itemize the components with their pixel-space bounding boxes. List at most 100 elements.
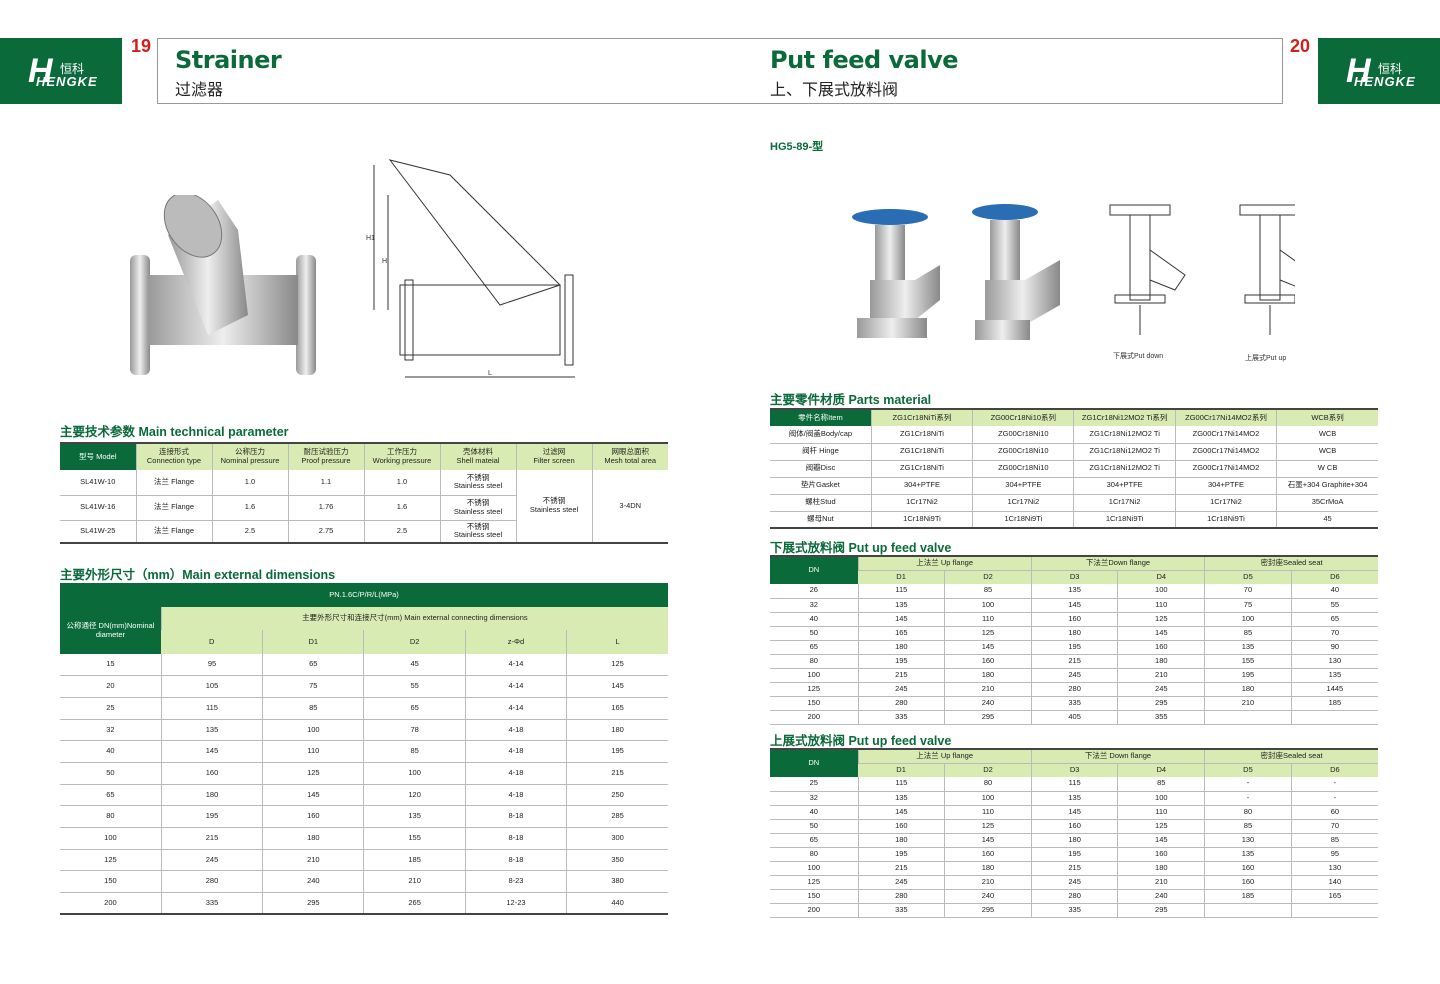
table-cell: 石墨+304 Graphite+304 (1276, 477, 1378, 495)
table-cell: 335 (1030, 903, 1118, 918)
table-cell: 145 (566, 675, 668, 698)
table-cell: 280 (857, 889, 945, 904)
table-cell: 65 (60, 784, 162, 807)
table-cell: ZG1Cr18NiTi (870, 426, 973, 444)
table-cell: 4-14 (464, 697, 567, 720)
table-cell: 280 (1030, 682, 1118, 697)
group-header: 密封座Sealed seat (1204, 749, 1378, 764)
column-header: ZG1Cr18NiTi系列 (870, 409, 973, 426)
table-cell: 70 (1290, 819, 1378, 834)
table-cell: 65 (1290, 612, 1378, 627)
model-label: HG5-89-型 (770, 141, 824, 153)
page-subtitle-right: 上、下展式放料阀 (770, 82, 899, 99)
header-row: 型号 Model 连接形式 Connection type 公称压力 Nominal p… (60, 443, 668, 470)
caption-put-down: 下展式Put down (1113, 351, 1163, 360)
column-header: D4 (1117, 763, 1205, 777)
brand-name: HENGKE (1354, 74, 1416, 89)
table-cell: 1445 (1290, 682, 1378, 697)
table-cell: 210 (1204, 696, 1292, 711)
group-header: 主要外形尺寸和连接尺寸(mm) Main external connecting… (160, 607, 668, 630)
table-cell: 50 (770, 626, 858, 641)
table-cell: 304+PTFE (1073, 477, 1176, 495)
table-row: 100 215 180 215 180 160 130 (770, 861, 1378, 876)
table-cell (1204, 710, 1292, 725)
table-cell: ZG1Cr18Ni12MO2 Ti (1073, 460, 1176, 478)
table-cell: 180 (857, 640, 945, 655)
column-header: D2 (944, 763, 1032, 777)
table-cell: 1Cr18Ni9Ti (1073, 511, 1176, 529)
column-header: D5 (1204, 570, 1292, 584)
table-cell: 120 (363, 784, 466, 807)
table-cell: 245 (857, 682, 945, 697)
label-l: L (488, 370, 492, 377)
table-cell: 195 (566, 740, 668, 763)
table-cell: ZG1Cr18NiTi (870, 460, 973, 478)
table-row: 25 115 85 65 4-14 165 (60, 697, 668, 720)
table-cell: 4-14 (464, 675, 567, 698)
table-cell: 115 (1030, 777, 1118, 792)
table-cell: 185 (1204, 889, 1292, 904)
column-header: 工作压力 Working pressure (363, 443, 440, 470)
table-cell: 100 (1117, 791, 1205, 806)
column-header: D1 (858, 570, 945, 584)
table-cell: 180 (1030, 833, 1118, 848)
table-cell: 螺柱Stud (770, 494, 872, 512)
column-header: 过滤网 Filter screen (515, 443, 592, 470)
table-row: 50 160 125 160 125 85 70 (770, 819, 1378, 834)
brand-cn: 恒科 (1378, 62, 1403, 76)
table-cell: 95 (160, 654, 263, 677)
table-cell: 85 (1117, 777, 1205, 792)
column-header: D3 (1030, 570, 1118, 584)
table-cell: 185 (1290, 696, 1378, 711)
table-row: 阀体/阀盖Body/cap ZG1Cr18NiTi ZG00Cr18Ni10 ZG1C… (770, 426, 1378, 444)
table-cell: 245 (1117, 682, 1205, 697)
table-cell: 145 (857, 612, 945, 627)
table-cell: 295 (1117, 696, 1205, 711)
table-cell: 145 (944, 640, 1032, 655)
table-cell: 165 (857, 626, 945, 641)
table-cell: 12-23 (464, 892, 567, 915)
table-row: SL41W-25 法兰 Flange 2.5 2.75 2.5 不锈钢 Stainless … (60, 520, 668, 544)
put-up-table: DN 上法兰 Up flange 下法兰 Down flange 密封座Sealed … (770, 748, 1378, 918)
table-cell: 1Cr18Ni9Ti (1174, 511, 1277, 529)
table-cell: 法兰 Flange (135, 495, 212, 521)
table-cell: 40 (60, 740, 162, 763)
column-header: 零件名称Item (770, 409, 872, 426)
column-header: 公称压力 Nominal pressure (211, 443, 288, 470)
table-cell: 200 (60, 892, 162, 915)
table-row: 125 245 210 185 8-18 350 (60, 849, 668, 872)
table-cell: 60 (1290, 805, 1378, 820)
table-cell: - (1204, 791, 1292, 806)
table-cell: 245 (1030, 875, 1118, 890)
column-header: WCB系列 (1276, 409, 1378, 426)
table-cell: 210 (944, 682, 1032, 697)
table-cell: ZG00Cr18Ni10 (972, 443, 1074, 461)
table-cell: ZG1Cr18Ni12MO2 Ti (1073, 426, 1176, 444)
table-cell: 200 (770, 710, 858, 725)
table-cell: 40 (770, 805, 858, 820)
table-row: 125 245 210 280 245 180 1445 (770, 682, 1378, 697)
table-row: 125 245 210 245 210 160 140 (770, 875, 1378, 890)
table-cell: 125 (944, 626, 1032, 641)
table-cell: 1.0 (363, 470, 440, 496)
table-row: 80 195 160 215 180 155 130 (770, 654, 1378, 669)
table-row: 150 280 240 335 295 210 185 (770, 696, 1378, 711)
column-header: ZG00Cr18Ni10系列 (972, 409, 1074, 426)
table-cell: ZG00Cr17Ni14MO2 (1174, 443, 1277, 461)
valve-photos-and-drawings: 下展式Put down 上展式Put up (852, 204, 1295, 362)
label-h: H (382, 258, 387, 265)
table-cell: 295 (262, 892, 364, 915)
table-cell: 100 (944, 791, 1032, 806)
table-cell: 280 (1030, 889, 1118, 904)
page-number-right: 20 (1290, 36, 1311, 56)
table-cell: 180 (857, 833, 945, 848)
table-cell: 100 (363, 762, 466, 785)
table-cell: 80 (60, 805, 162, 828)
table-cell: 110 (262, 740, 364, 763)
table-cell: 145 (857, 805, 945, 820)
table-row: 15 95 65 45 4-14 125 (60, 654, 668, 677)
table-cell: 215 (857, 668, 945, 683)
table-row: 80 195 160 135 8-18 285 (60, 805, 668, 828)
column-header: D6 (1290, 570, 1378, 584)
column-header: D2 (363, 630, 466, 654)
